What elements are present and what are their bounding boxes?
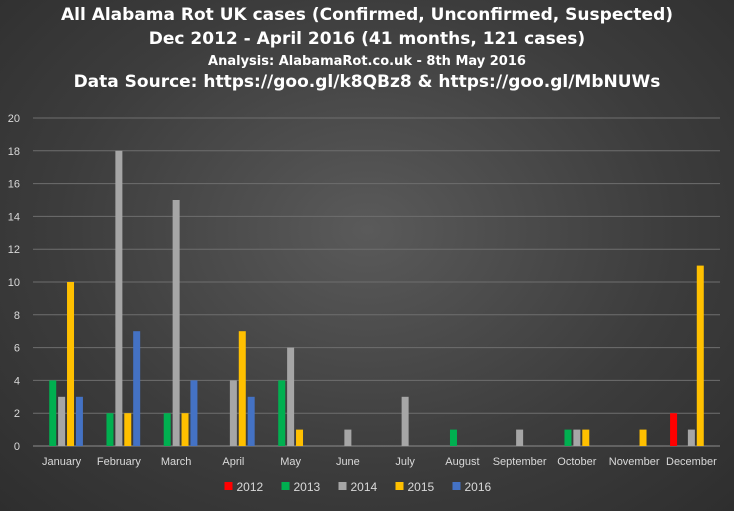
y-tick-label-2: 2 <box>14 408 20 420</box>
bar-may-2014 <box>287 347 295 446</box>
bar-february-2015 <box>124 413 132 446</box>
y-tick-label-4: 4 <box>14 375 20 387</box>
legend-swatch-2012 <box>224 482 233 490</box>
legend-swatch-2016 <box>452 482 461 490</box>
bar-january-2013 <box>49 380 57 446</box>
bar-april-2015 <box>238 331 246 446</box>
bar-october-2014 <box>573 429 581 446</box>
legend-label-2012: 2012 <box>237 480 264 494</box>
legend-swatch-2015 <box>395 482 404 490</box>
legend-swatch-2013 <box>281 482 290 490</box>
legend-label-2013: 2013 <box>294 480 321 494</box>
y-tick-label-0: 0 <box>14 441 20 453</box>
y-tick-label-16: 16 <box>8 179 20 191</box>
y-tick-label-10: 10 <box>8 277 20 289</box>
bar-april-2016 <box>247 396 255 446</box>
x-tick-label-december: December <box>666 456 717 468</box>
bar-june-2014 <box>344 429 352 446</box>
bar-january-2014 <box>58 396 66 446</box>
x-tick-label-february: February <box>97 456 142 468</box>
bar-may-2013 <box>278 380 286 446</box>
x-tick-label-june: June <box>336 456 360 468</box>
bar-december-2014 <box>687 429 695 446</box>
chart-subtitle-source: Data Source: https://goo.gl/k8QBz8 & htt… <box>73 72 661 92</box>
bar-december-2012 <box>670 413 678 446</box>
bar-march-2015 <box>181 413 189 446</box>
x-tick-label-january: January <box>42 456 82 468</box>
y-tick-label-8: 8 <box>14 310 20 322</box>
bar-march-2014 <box>172 200 180 446</box>
y-tick-label-6: 6 <box>14 343 20 355</box>
bar-august-2013 <box>449 429 457 446</box>
bar-march-2013 <box>163 413 171 446</box>
bar-february-2014 <box>115 150 123 447</box>
legend-label-2014: 2014 <box>351 480 378 494</box>
legend-label-2015: 2015 <box>408 480 435 494</box>
x-tick-label-september: September <box>493 456 547 468</box>
bar-november-2015 <box>639 429 647 446</box>
bar-may-2015 <box>296 429 304 446</box>
y-tick-label-20: 20 <box>8 113 20 125</box>
x-tick-label-october: October <box>557 456 596 468</box>
legend-label-2016: 2016 <box>465 480 492 494</box>
bar-december-2015 <box>696 265 704 446</box>
bar-october-2015 <box>582 429 590 446</box>
y-tick-label-18: 18 <box>8 146 20 158</box>
x-tick-label-may: May <box>280 456 301 468</box>
bar-april-2014 <box>229 380 237 446</box>
chart-subtitle-analysis: Analysis: AlabamaRot.co.uk - 8th May 201… <box>208 54 526 69</box>
bar-february-2013 <box>106 413 114 446</box>
y-tick-label-12: 12 <box>8 244 20 256</box>
bar-january-2015 <box>67 282 75 446</box>
bar-july-2014 <box>401 396 409 446</box>
x-tick-label-august: August <box>445 456 479 468</box>
bar-september-2014 <box>516 429 524 446</box>
bar-october-2013 <box>564 429 572 446</box>
x-tick-label-july: July <box>395 456 415 468</box>
bar-march-2016 <box>190 380 198 446</box>
chart-subtitle-date-range: Dec 2012 - April 2016 (41 months, 121 ca… <box>148 29 586 49</box>
legend-swatch-2014 <box>338 482 347 490</box>
bar-february-2016 <box>133 331 141 446</box>
x-tick-label-march: March <box>161 456 192 468</box>
bar-january-2016 <box>75 396 83 446</box>
y-tick-label-14: 14 <box>8 211 20 223</box>
chart-title: All Alabama Rot UK cases (Confirmed, Unc… <box>60 5 674 25</box>
x-tick-label-april: April <box>222 456 244 468</box>
x-tick-label-november: November <box>609 456 660 468</box>
